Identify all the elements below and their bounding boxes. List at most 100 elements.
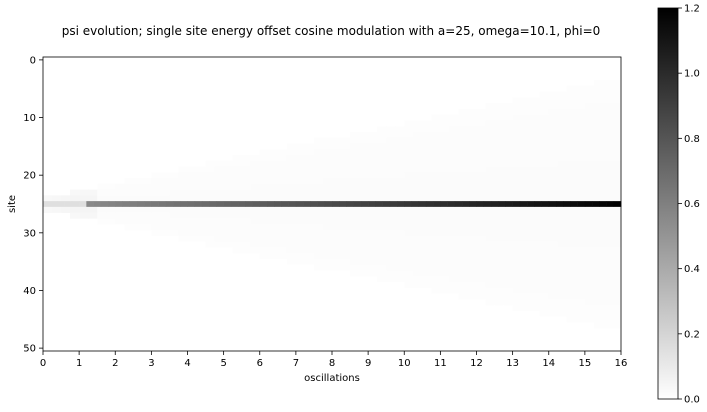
heatmap-cell — [566, 189, 577, 196]
heatmap-cell — [449, 143, 459, 150]
heatmap-cell — [232, 229, 242, 236]
heatmap-cell — [521, 178, 531, 185]
heatmap-cell — [359, 241, 369, 248]
heatmap-cell — [485, 149, 495, 156]
heatmap-cell — [422, 137, 432, 144]
heatmap-cell — [575, 258, 586, 265]
x-tick-label: 3 — [148, 358, 154, 369]
heatmap-cell — [494, 143, 504, 150]
heatmap-cell — [503, 120, 513, 127]
heatmap-cell — [593, 166, 604, 173]
heatmap-cell — [593, 195, 604, 202]
stripe-cell — [230, 201, 239, 207]
heatmap-cell — [341, 224, 351, 231]
heatmap-cell — [494, 160, 504, 167]
heatmap-cell — [530, 103, 541, 110]
heatmap-cell — [223, 160, 233, 167]
heatmap-cell — [313, 183, 324, 190]
heatmap-cell — [332, 206, 342, 213]
heatmap-cell — [458, 264, 468, 271]
heatmap-cell — [449, 235, 459, 242]
heatmap-cell — [584, 108, 595, 115]
heatmap-cell — [503, 183, 513, 190]
heatmap-cell — [566, 195, 577, 202]
heatmap-cell — [584, 253, 595, 260]
heatmap-cell — [521, 281, 531, 288]
heatmap-cell — [413, 126, 423, 133]
heatmap-cell — [521, 108, 531, 115]
heatmap-cell — [611, 155, 622, 162]
heatmap-cell — [458, 258, 468, 265]
heatmap-cell — [602, 206, 613, 213]
heatmap-cell — [476, 281, 486, 288]
heatmap-cell — [295, 206, 306, 213]
heatmap-cell — [404, 160, 414, 167]
heatmap-cell — [322, 149, 333, 156]
heatmap-cell — [584, 178, 595, 185]
heatmap-cell — [548, 235, 559, 242]
heatmap-cell — [458, 178, 468, 185]
heatmap-cell — [223, 212, 233, 219]
heatmap-cell — [160, 224, 170, 231]
heatmap-cell — [124, 183, 134, 190]
heatmap-cell — [602, 108, 613, 115]
heatmap-cell — [458, 120, 468, 127]
heatmap-cell — [530, 293, 541, 300]
heatmap-cell — [584, 114, 595, 121]
heatmap-cell — [602, 212, 613, 219]
heatmap-cell — [503, 172, 513, 179]
heatmap-cell — [431, 183, 441, 190]
heatmap-cell — [241, 247, 252, 254]
heatmap-cell — [250, 183, 261, 190]
heatmap-cell — [512, 114, 522, 121]
heatmap-cell — [241, 206, 252, 213]
heatmap-cell — [232, 235, 242, 242]
heatmap-cell — [584, 276, 595, 283]
heatmap-cell — [431, 178, 441, 185]
heatmap-cell — [341, 166, 351, 173]
heatmap-cell — [341, 195, 351, 202]
heatmap-cell — [611, 253, 622, 260]
heatmap-cell — [593, 155, 604, 162]
heatmap-cell — [476, 229, 486, 236]
heatmap-cell — [295, 160, 306, 167]
heatmap-cell — [611, 212, 622, 219]
heatmap-cell — [124, 189, 134, 196]
heatmap-cell — [557, 126, 568, 133]
heatmap-cell — [458, 253, 468, 260]
heatmap-cell — [322, 235, 333, 242]
heatmap-cell — [485, 264, 495, 271]
heatmap-cell — [431, 270, 441, 277]
heatmap-cell — [214, 160, 224, 167]
heatmap-cell — [268, 212, 279, 219]
heatmap-cell — [440, 166, 450, 173]
heatmap-cell — [494, 178, 504, 185]
heatmap-cell — [322, 253, 333, 260]
heatmap-cell — [467, 143, 477, 150]
heatmap-cell — [467, 258, 477, 265]
heatmap-cell — [548, 206, 559, 213]
heatmap-cell — [593, 235, 604, 242]
heatmap-cell — [332, 166, 342, 173]
heatmap-cell — [322, 172, 333, 179]
heatmap-cell — [584, 160, 595, 167]
heatmap-cell — [602, 229, 613, 236]
heatmap-cell — [512, 241, 522, 248]
heatmap-cell — [593, 218, 604, 225]
heatmap-cell — [494, 195, 504, 202]
heatmap-cell — [602, 103, 613, 110]
x-tick-label: 15 — [579, 358, 592, 369]
heatmap-cell — [404, 195, 414, 202]
heatmap-cell — [259, 183, 270, 190]
heatmap-cell — [404, 120, 414, 127]
heatmap-cell — [431, 206, 441, 213]
heatmap-cell — [359, 149, 369, 156]
heatmap-cell — [521, 293, 531, 300]
heatmap-cell — [169, 229, 179, 236]
heatmap-cell — [575, 155, 586, 162]
heatmap-cell — [584, 189, 595, 196]
heatmap-cell — [611, 247, 622, 254]
heatmap-cell — [467, 235, 477, 242]
stripe-cell — [180, 201, 188, 207]
heatmap-cell — [539, 160, 550, 167]
